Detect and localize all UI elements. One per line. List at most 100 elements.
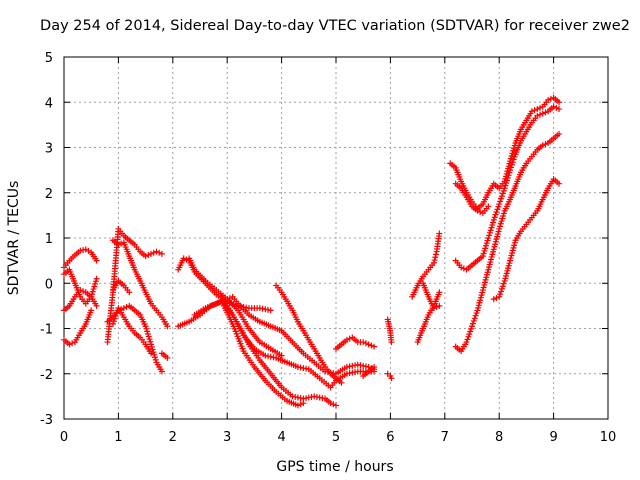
data-point — [80, 288, 87, 295]
data-point — [493, 208, 500, 215]
x-tick-label: 1 — [114, 430, 122, 445]
data-point — [531, 107, 538, 114]
data-point — [507, 164, 514, 171]
series-arc-18 — [333, 334, 378, 352]
data-point — [150, 249, 157, 256]
x-axis-label: GPS time / hours — [276, 459, 393, 475]
data-point — [148, 250, 155, 257]
data-point — [77, 247, 84, 254]
data-point — [158, 250, 165, 257]
data-point — [156, 249, 163, 256]
series-arc-17 — [273, 282, 345, 386]
data-point — [553, 104, 560, 111]
data-point — [469, 320, 476, 327]
series-arc-22 — [409, 230, 443, 300]
chart-title: Day 254 of 2014, Sidereal Day-to-day VTE… — [40, 18, 630, 34]
data-point — [556, 180, 563, 187]
series-arc-24 — [420, 280, 443, 312]
series-arc-1 — [61, 246, 100, 271]
data-points — [61, 94, 563, 409]
data-point — [88, 307, 95, 314]
data-point — [471, 315, 478, 322]
series-arc-7 — [104, 302, 165, 375]
data-point — [278, 352, 285, 359]
data-point — [300, 400, 307, 407]
series-arc-4 — [61, 266, 100, 307]
data-point — [327, 400, 334, 407]
series-arc-12 — [186, 255, 285, 359]
data-point — [542, 109, 549, 116]
data-point — [365, 341, 372, 348]
data-point — [458, 264, 465, 271]
y-axis-label: SDTVAR / TECUs — [6, 181, 22, 296]
x-tick-label: 10 — [600, 430, 617, 445]
data-point — [467, 328, 474, 335]
data-point — [80, 246, 87, 253]
data-point — [180, 255, 187, 262]
data-point — [498, 288, 505, 295]
data-point — [267, 307, 274, 314]
data-point — [497, 198, 504, 205]
data-point — [113, 310, 120, 317]
axis-ticks — [63, 56, 609, 420]
y-tick-label: -3 — [40, 413, 53, 428]
y-tick-label: 3 — [45, 142, 53, 157]
data-point — [93, 257, 100, 264]
series-arc-29 — [452, 180, 492, 217]
x-tick-label: 7 — [441, 430, 449, 445]
data-point — [343, 336, 350, 343]
data-point — [477, 208, 484, 215]
x-tick-label: 0 — [60, 430, 68, 445]
data-point — [496, 201, 503, 208]
data-point — [330, 401, 337, 408]
x-tick-label: 8 — [495, 430, 503, 445]
data-point — [432, 251, 439, 258]
y-tick-label: -2 — [40, 368, 53, 383]
data-point — [470, 317, 477, 324]
data-point — [466, 331, 473, 338]
data-point — [432, 254, 439, 261]
data-point — [537, 111, 543, 118]
data-point — [496, 293, 503, 300]
x-tick-label: 5 — [332, 430, 340, 445]
data-point — [556, 130, 563, 137]
data-point — [115, 241, 122, 248]
y-tick-label: 4 — [45, 96, 53, 111]
data-point — [463, 339, 470, 346]
series-arc-21 — [384, 370, 395, 382]
data-point — [511, 153, 518, 160]
data-point — [495, 203, 502, 210]
x-tick-label: 2 — [169, 430, 177, 445]
data-point — [164, 323, 171, 330]
series-arc-19 — [360, 363, 378, 380]
data-point — [469, 323, 475, 330]
data-point — [542, 141, 549, 148]
y-tick-label: -1 — [40, 323, 53, 338]
series-arc-27 — [452, 130, 563, 355]
data-point — [430, 259, 437, 266]
data-point — [498, 195, 505, 202]
data-point — [464, 336, 471, 343]
data-point — [468, 325, 475, 332]
data-point — [226, 294, 233, 301]
data-point — [494, 206, 501, 213]
grid — [64, 57, 608, 419]
data-point — [118, 240, 125, 247]
series-arc-26 — [452, 103, 563, 273]
series-arc-6 — [109, 237, 171, 330]
data-point — [338, 379, 345, 386]
data-point — [430, 305, 437, 312]
data-point — [126, 289, 133, 296]
data-point — [183, 256, 190, 263]
data-point — [388, 339, 395, 346]
data-point — [539, 110, 546, 117]
data-point — [371, 343, 378, 350]
data-point — [498, 285, 505, 292]
y-tick-label: 0 — [45, 277, 53, 292]
data-point — [148, 350, 155, 357]
y-tick-label: 2 — [45, 187, 53, 202]
series-arc-9 — [109, 277, 133, 296]
series-arc-8 — [109, 305, 155, 357]
data-point — [145, 251, 152, 258]
